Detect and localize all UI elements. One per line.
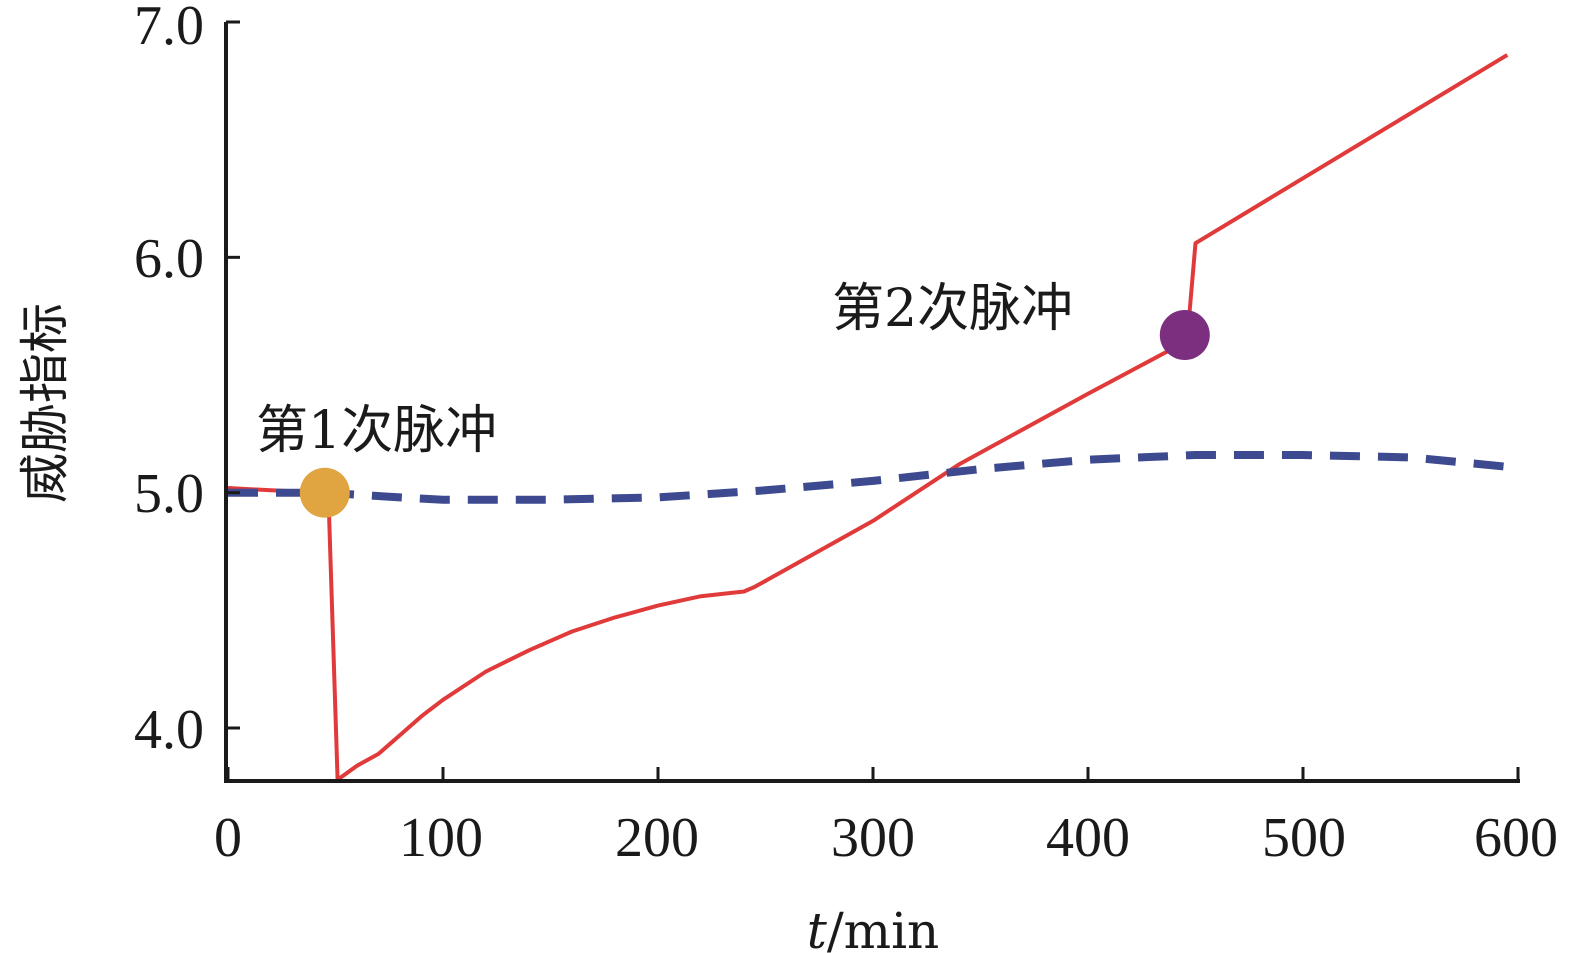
- y-axis-title: 威胁指标: [16, 303, 74, 503]
- x-tick-label-500: 500: [1262, 807, 1346, 869]
- x-tick-label-0: 0: [214, 807, 242, 869]
- x-tick-label-200: 200: [615, 807, 699, 869]
- annotation-pulse-1: 第1次脉冲: [256, 401, 497, 461]
- series-dashed-line: [228, 451, 1508, 504]
- x-tick-label-400: 400: [1046, 807, 1130, 869]
- y-tick-label-7: 7.0: [134, 0, 204, 57]
- pulse-marker-1: [299, 467, 350, 518]
- y-tick-label-6: 6.0: [134, 228, 204, 290]
- annotation-pulse-2: 第2次脉冲: [832, 279, 1073, 339]
- x-tick-label-600: 600: [1474, 807, 1558, 869]
- annotation-markers: [299, 310, 1210, 518]
- x-tick-label-100: 100: [399, 807, 483, 869]
- y-tick-label-5: 5.0: [134, 463, 204, 525]
- x-axis-title: t/min: [807, 902, 940, 953]
- x-tick-label-300: 300: [831, 807, 915, 869]
- pulse-marker-2: [1159, 310, 1210, 360]
- ticks: [226, 20, 1520, 781]
- y-tick-label-4: 4.0: [134, 699, 204, 761]
- x-axis-unit: /min: [827, 902, 939, 953]
- x-axis-variable: t: [807, 902, 828, 953]
